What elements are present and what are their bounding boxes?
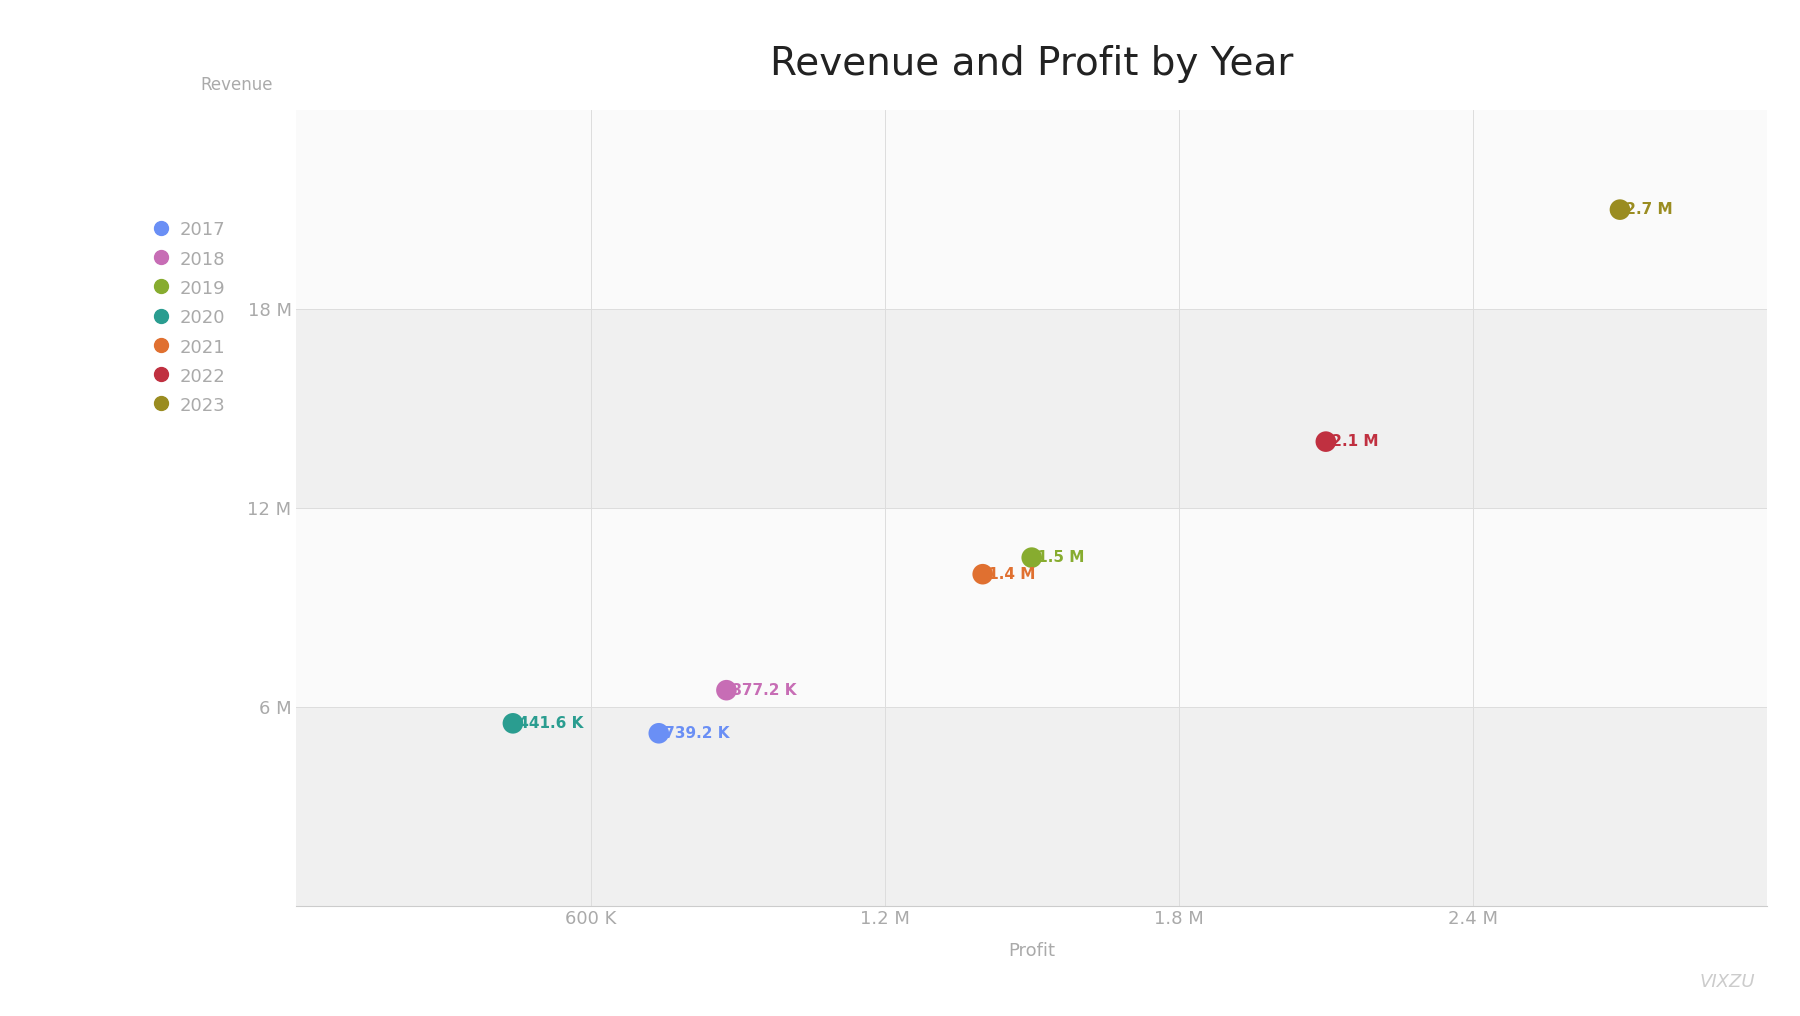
Bar bbox=[297, 309, 1768, 508]
Text: Revenue: Revenue bbox=[202, 76, 274, 94]
Text: 441.6 K: 441.6 K bbox=[513, 716, 583, 731]
Point bbox=[644, 725, 673, 742]
Text: VIXZU: VIXZU bbox=[1699, 972, 1755, 991]
Bar bbox=[297, 110, 1768, 309]
Text: 2.1 M: 2.1 M bbox=[1327, 434, 1379, 449]
Text: 877.2 K: 877.2 K bbox=[727, 683, 797, 698]
X-axis label: Profit: Profit bbox=[1008, 943, 1055, 960]
Legend: 2017, 2018, 2019, 2020, 2021, 2022, 2023: 2017, 2018, 2019, 2020, 2021, 2022, 2023 bbox=[151, 214, 230, 421]
Text: 1.4 M: 1.4 M bbox=[983, 567, 1035, 582]
Point bbox=[1017, 550, 1046, 566]
Point bbox=[499, 715, 527, 732]
Point bbox=[713, 682, 742, 698]
Bar bbox=[297, 508, 1768, 707]
Point bbox=[1312, 434, 1341, 450]
Bar bbox=[297, 707, 1768, 905]
Text: 739.2 K: 739.2 K bbox=[659, 725, 729, 741]
Text: 2.7 M: 2.7 M bbox=[1620, 202, 1672, 217]
Point bbox=[1606, 201, 1634, 217]
Point bbox=[968, 566, 997, 582]
Text: 1.5 M: 1.5 M bbox=[1031, 550, 1084, 565]
Title: Revenue and Profit by Year: Revenue and Profit by Year bbox=[770, 46, 1294, 83]
